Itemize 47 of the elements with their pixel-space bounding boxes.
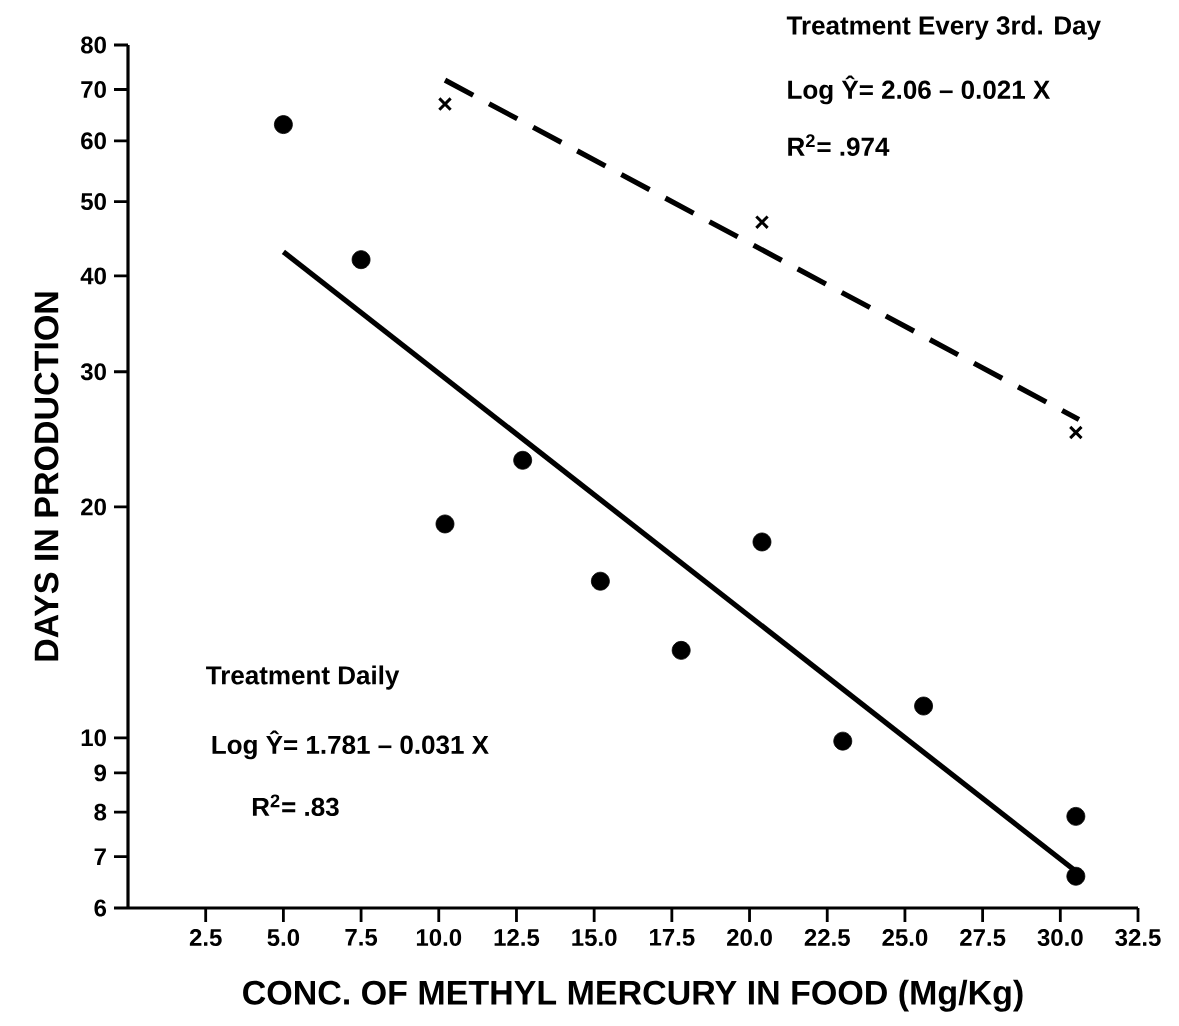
annotation: Treatment Daily xyxy=(206,665,400,690)
point xyxy=(437,96,453,112)
y-axis-title: DAYS IN PRODUCTION xyxy=(34,292,59,661)
x-axis-title: CONC. OF METHYL MERCURY IN FOOD (Mg/Kg) xyxy=(243,979,1023,1012)
annotation: R$^{2}$= .974 xyxy=(788,134,890,156)
x-tick-label: 15.0 xyxy=(572,929,617,947)
annotation: R$^{2}$= .83 xyxy=(252,794,339,817)
y-tick-label: 10 xyxy=(81,729,106,747)
point xyxy=(752,532,772,552)
x-tick-label: 25.0 xyxy=(882,929,928,947)
y-tick-label: 8 xyxy=(94,803,107,821)
point xyxy=(273,115,293,134)
point xyxy=(671,640,691,660)
y-tick-label: 40 xyxy=(80,267,106,285)
x-tick-label: 27.5 xyxy=(960,929,1006,947)
point xyxy=(914,696,933,716)
point xyxy=(513,450,533,470)
x-tick-label: 20.0 xyxy=(727,929,772,947)
annotation: Log Ŷ= 2.06 – 0.021 X xyxy=(788,75,1051,105)
y-tick-label: 60 xyxy=(81,132,106,150)
y-tick-label: 70 xyxy=(81,81,106,98)
point xyxy=(754,215,770,230)
point xyxy=(833,731,853,751)
y-tick-label: 9 xyxy=(94,764,107,782)
y-tick-label: 7 xyxy=(94,848,106,865)
point xyxy=(351,250,371,270)
x-tick-label: 2.5 xyxy=(189,929,222,947)
text: Treatment Every 3rd. Day xyxy=(786,15,1101,40)
point xyxy=(590,571,610,591)
y-tick-label: 20 xyxy=(81,498,106,516)
annotation: Log Ŷ= 1.781 – 0.031 X xyxy=(212,730,489,760)
y-tick-label: 50 xyxy=(80,193,106,211)
point xyxy=(435,514,455,534)
y-tick-label: 6 xyxy=(94,899,107,917)
x-tick-label: 7.5 xyxy=(345,929,378,946)
x-tick-label: 10.0 xyxy=(416,929,462,947)
x-tick-label: 30.0 xyxy=(1037,929,1083,947)
point xyxy=(1068,425,1084,440)
x-tick-label: 32.5 xyxy=(1115,929,1161,947)
y-tick-label: 30 xyxy=(80,363,106,381)
point xyxy=(1066,866,1086,886)
x-tick-label: 22.5 xyxy=(804,929,850,947)
x-tick-label: 17.5 xyxy=(650,929,695,946)
point xyxy=(1066,806,1086,826)
x-tick-label: 12.5 xyxy=(494,929,540,947)
y-tick-label: 80 xyxy=(80,36,106,54)
x-tick-label: 5.0 xyxy=(267,929,300,947)
